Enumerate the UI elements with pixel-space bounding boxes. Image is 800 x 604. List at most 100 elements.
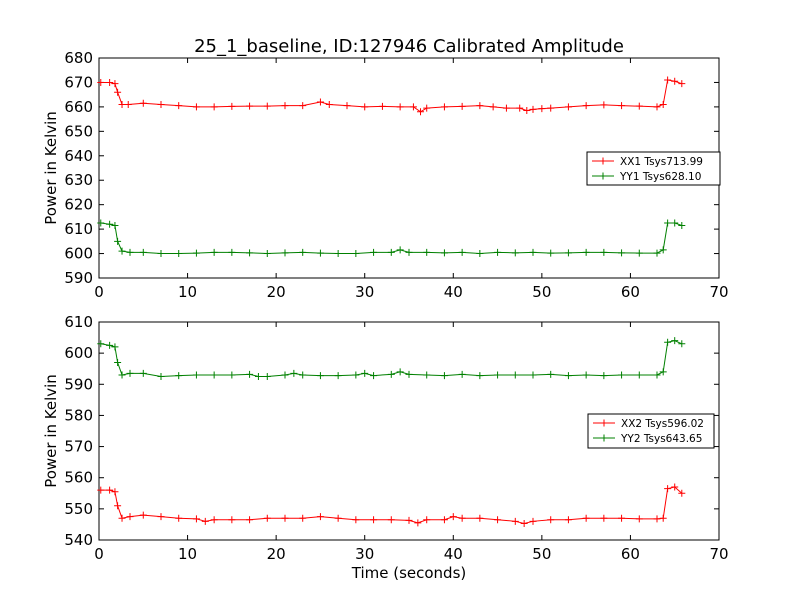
bottom-panel: 0 10 20 30 40 50 60 70 540 550 560 570 580 590 600 610 P…	[42, 313, 729, 582]
x-tick-label: 10	[178, 545, 197, 563]
data-point-marker	[139, 369, 147, 377]
data-point-marker	[618, 371, 626, 379]
data-point-marker	[246, 249, 254, 257]
data-point-marker	[139, 248, 147, 256]
data-point-marker	[114, 358, 122, 366]
data-point-marker	[114, 237, 122, 245]
data-point-marker	[494, 516, 502, 524]
y-tick-label: 600	[64, 245, 93, 263]
data-point-marker	[361, 369, 369, 377]
data-point-marker	[343, 102, 351, 110]
data-point-marker	[210, 516, 218, 524]
data-point-marker	[678, 340, 686, 348]
data-point-marker	[352, 516, 360, 524]
data-point-marker	[106, 78, 114, 86]
data-point-marker	[671, 483, 679, 491]
data-point-marker	[476, 514, 484, 522]
y-tick-label: 660	[64, 98, 93, 116]
legend-label: XX1 Tsys713.99	[620, 156, 703, 168]
data-point-marker	[405, 370, 413, 378]
data-point-marker	[396, 246, 404, 254]
data-point-marker	[659, 368, 667, 376]
data-point-marker	[664, 338, 672, 346]
data-point-marker	[246, 516, 254, 524]
data-point-marker	[547, 249, 555, 257]
data-point-marker	[582, 371, 590, 379]
y-tick-label: 580	[64, 406, 93, 424]
data-point-marker	[396, 103, 404, 111]
chart-title: 25_1_baseline, ID:127946 Calibrated Ampl…	[194, 36, 624, 57]
x-tick-label: 10	[178, 283, 197, 301]
data-point-marker	[494, 371, 502, 379]
y-tick-label: 590	[64, 269, 93, 287]
data-point-marker	[449, 513, 457, 521]
data-point-marker	[263, 373, 271, 380]
data-point-marker	[564, 249, 572, 257]
data-point-marker	[370, 372, 378, 380]
y-tick-label: 670	[64, 73, 93, 91]
y-tick-label: 590	[64, 375, 93, 393]
legend-marker	[600, 419, 608, 427]
data-point-marker	[458, 514, 466, 522]
data-point-marker	[476, 102, 484, 110]
data-point-marker	[653, 515, 661, 523]
data-point-marker	[635, 371, 643, 379]
data-point-marker	[414, 519, 422, 527]
data-point-marker	[423, 248, 431, 256]
data-point-marker	[564, 372, 572, 380]
data-point-marker	[352, 371, 360, 379]
data-point-marker	[334, 250, 342, 258]
data-point-marker	[405, 516, 413, 524]
data-point-marker	[299, 371, 307, 379]
legend-label: YY1 Tsys628.10	[619, 171, 701, 183]
data-point-marker	[653, 371, 661, 379]
data-point-marker	[111, 221, 119, 229]
data-point-marker	[263, 250, 271, 258]
data-point-marker	[523, 107, 531, 115]
data-point-marker	[417, 108, 425, 116]
y-tick-label: 630	[64, 171, 93, 189]
data-point-marker	[106, 486, 114, 494]
y-tick-label: 610	[64, 220, 93, 238]
data-point-marker	[111, 80, 119, 88]
data-point-marker	[476, 372, 484, 380]
data-point-marker	[97, 78, 105, 86]
legend-box	[587, 413, 715, 449]
data-point-marker	[489, 103, 497, 111]
y-tick-label: 650	[64, 122, 93, 140]
data-point-marker	[600, 372, 608, 380]
data-point-marker	[476, 250, 484, 258]
data-point-marker	[405, 248, 413, 256]
data-point-marker	[334, 372, 342, 380]
data-point-marker	[440, 516, 448, 524]
data-point-marker	[281, 102, 289, 110]
data-point-marker	[423, 104, 431, 112]
data-point-marker	[582, 248, 590, 256]
data-point-marker	[370, 516, 378, 524]
data-point-marker	[106, 341, 114, 349]
data-point-marker	[139, 511, 147, 519]
data-point-marker	[511, 371, 519, 379]
data-point-marker	[653, 249, 661, 257]
data-point-marker	[97, 219, 105, 227]
x-tick-label: 30	[355, 283, 374, 301]
data-point-marker	[618, 249, 626, 257]
data-point-marker	[334, 514, 342, 522]
x-tick-label: 40	[444, 283, 463, 301]
data-point-marker	[201, 517, 209, 525]
x-tick-label: 60	[621, 545, 640, 563]
data-point-marker	[440, 372, 448, 380]
data-point-marker	[118, 100, 126, 108]
x-tick-label: 50	[532, 545, 551, 563]
data-point-marker	[664, 76, 672, 84]
data-point-marker	[409, 103, 417, 111]
data-point-marker	[246, 102, 254, 110]
data-point-marker	[387, 370, 395, 378]
data-point-marker	[114, 502, 122, 510]
data-point-marker	[538, 105, 546, 113]
data-point-marker	[618, 514, 626, 522]
data-point-marker	[263, 514, 271, 522]
data-point-marker	[529, 248, 537, 256]
